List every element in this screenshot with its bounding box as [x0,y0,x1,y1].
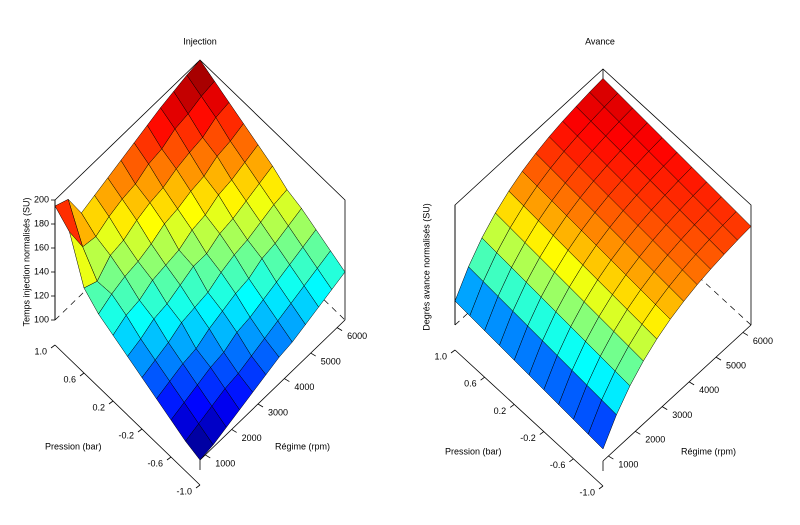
y-tick [195,484,201,489]
z-tick-label: 120 [34,290,49,300]
y-tick-label: -0.2 [118,430,134,440]
y-tick [166,456,172,461]
x-tick [310,352,316,357]
y-tick-label: 0.6 [464,379,477,389]
x-tick [231,429,237,433]
x-tick-label: 1000 [618,459,638,469]
z-tick-label: 160 [34,242,49,252]
z-axis-label: Temps injection normalisés (SU) [21,197,31,326]
z-tick-label: 180 [34,218,49,228]
x-tick [635,430,641,435]
z-tick-label: 140 [34,266,49,276]
y-tick-label: -0.2 [520,433,536,443]
y-tick [480,376,485,381]
z-axis-label: Degrés avance normalisés (SU) [421,203,431,331]
x-tick-label: 6000 [347,331,367,341]
x-tick [661,406,668,410]
x-tick-label: 4000 [699,385,719,395]
surface-patch [185,423,214,461]
y-tick-label: 0.2 [92,402,105,412]
y-axis [54,344,201,486]
y-tick [598,485,604,490]
x-axis-label: Régime (rpm) [275,441,330,451]
y-axis-label: Pression (bar) [45,441,102,451]
y-tick-label: -0.6 [550,460,566,470]
y-tick [569,458,574,463]
y-tick-label: -1.0 [579,487,595,497]
y-tick-label: -0.6 [147,458,163,468]
chart-title: Injection [183,36,217,46]
x-tick [205,454,211,459]
y-tick [137,428,143,433]
x-tick [742,332,749,336]
x-tick [257,403,264,408]
y-tick-label: -1.0 [176,486,192,496]
y-tick [108,400,114,405]
y-axis [454,349,604,487]
x-tick [608,455,614,460]
x-tick-label: 2000 [645,435,665,445]
y-tick [50,344,56,349]
x-tick [284,378,290,382]
x-tick [336,327,343,331]
y-tick-label: 0.6 [63,374,76,384]
x-tick-label: 1000 [215,458,235,468]
x-axis-label: Régime (rpm) [681,446,736,456]
surface-patch [587,399,617,450]
y-tick [539,431,545,435]
x-tick-label: 5000 [321,356,341,366]
x-tick [688,381,695,386]
y-axis-label: Pression (bar) [445,446,502,456]
chart-title: Avance [585,36,615,46]
x-axis [602,324,752,462]
y-tick-label: 0.2 [494,406,507,416]
y-tick [79,372,85,377]
y-tick [509,404,515,408]
x-tick-label: 3000 [672,410,692,420]
x-tick-label: 2000 [242,433,262,443]
x-tick-label: 4000 [294,382,314,392]
x-tick-label: 6000 [753,336,773,346]
y-tick [450,349,456,354]
y-tick-label: 1.0 [34,346,47,356]
x-tick [715,356,722,361]
x-tick-label: 5000 [726,361,746,371]
x-tick-label: 3000 [268,407,288,417]
z-tick-label: 200 [34,194,49,204]
x-axis [199,319,346,461]
z-tick-label: 100 [34,314,49,324]
y-tick-label: 1.0 [434,351,447,361]
